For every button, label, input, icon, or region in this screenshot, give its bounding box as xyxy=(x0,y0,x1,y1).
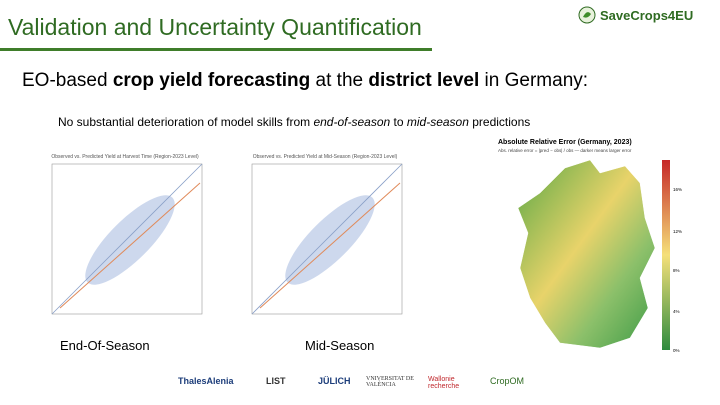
partner-logo: ThalesAlenia xyxy=(178,376,234,386)
colorbar-label: 12% xyxy=(673,229,682,234)
sub-part: predictions xyxy=(468,115,531,129)
partner-logo: CropOM xyxy=(490,376,525,386)
one-to-one-line xyxy=(51,163,203,315)
partner-logo: JÜLICH xyxy=(318,376,351,386)
germany-districts xyxy=(517,159,656,349)
sub-part: to xyxy=(390,115,407,129)
partner-logo: LIST xyxy=(266,376,286,386)
slide-title: Validation and Uncertainty Quantificatio… xyxy=(8,14,422,40)
plot-caption: Mid-Season xyxy=(305,338,375,353)
plot-title: Observed vs. Predicted Yield at Mid-Seas… xyxy=(253,154,398,160)
colorbar-label: 16% xyxy=(673,187,682,192)
subheading: No substantial deterioration of model sk… xyxy=(58,115,530,129)
heading-part: at the xyxy=(310,70,369,91)
colorbar-label: 8% xyxy=(673,268,680,273)
colorbar-label: 0% xyxy=(673,348,680,353)
colorbar-label: 4% xyxy=(673,309,680,314)
sub-italic: mid-season xyxy=(406,115,469,129)
point-cloud xyxy=(85,195,175,285)
scatter-plot-image: Observed vs. Predicted Yield at Harvest … xyxy=(51,154,203,315)
partner-logo: Wallonie recherche xyxy=(428,376,460,390)
plot-frame xyxy=(251,163,403,315)
scatter-plot-image: Observed vs. Predicted Yield at Mid-Seas… xyxy=(251,154,403,315)
map-subtitle: Abs. relative error = |pred − obs| / obs… xyxy=(498,148,632,153)
plot-frame xyxy=(51,163,203,315)
heading-bold: district level xyxy=(368,70,480,91)
plot-title: Observed vs. Predicted Yield at Harvest … xyxy=(51,154,199,160)
one-to-one-line xyxy=(251,163,403,315)
error-map: Absolute Relative Error (Germany, 2023) … xyxy=(498,139,682,353)
heading-bold: crop yield forecasting xyxy=(112,70,311,91)
map-title: Absolute Relative Error (Germany, 2023) xyxy=(498,139,632,146)
brand-name: SaveCrops4EU xyxy=(600,7,694,23)
heading: EO-based crop yield forecasting at the d… xyxy=(22,70,588,92)
plot-caption: End-Of-Season xyxy=(60,338,150,353)
colorbar xyxy=(662,160,670,350)
brand-icon xyxy=(578,6,596,24)
fit-line xyxy=(259,182,401,309)
point-cloud xyxy=(285,195,375,285)
sub-italic: end-of-season xyxy=(313,115,391,129)
heading-part: EO-based xyxy=(22,70,113,91)
fit-line xyxy=(59,182,201,309)
partner-logo: VNIVERSITAT DE VALÈNCIA xyxy=(366,376,414,388)
heading-part: in Germany: xyxy=(479,70,589,91)
title-rule xyxy=(0,48,432,51)
sub-part: No substantial deterioration of model sk… xyxy=(58,115,314,129)
brand-logo: SaveCrops4EU xyxy=(578,6,693,24)
